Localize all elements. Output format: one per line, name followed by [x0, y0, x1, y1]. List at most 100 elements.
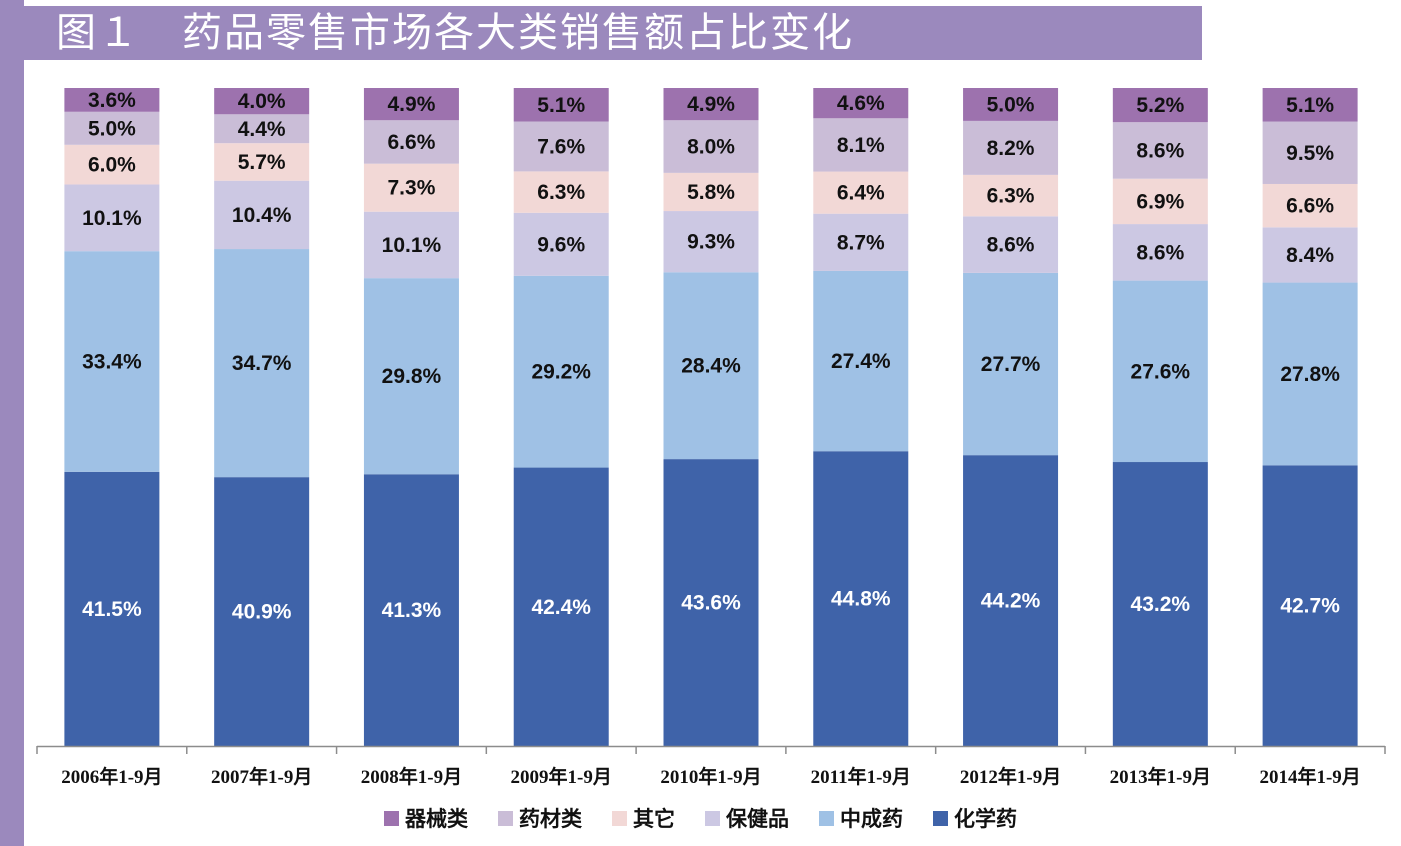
legend-item-其它: 其它	[612, 803, 675, 833]
chart-title: 图１ 药品零售市场各大类销售额占比变化	[56, 10, 854, 56]
data-label-器械类-3: 4.9%	[388, 93, 436, 116]
data-label-其它-6: 6.4%	[837, 182, 885, 205]
bar-segment-保健品-8	[1112, 224, 1208, 281]
data-label-其它-1: 6.0%	[88, 154, 136, 177]
bar-segment-器械类-2	[214, 88, 310, 115]
bar-segment-化学药-1	[64, 471, 160, 746]
data-label-其它-9: 6.6%	[1286, 195, 1334, 218]
bar-segment-保健品-7	[963, 216, 1059, 273]
data-label-器械类-5: 4.9%	[687, 93, 735, 116]
bar-segment-中成药-6	[813, 270, 909, 452]
data-label-化学药-3: 41.3%	[382, 599, 442, 622]
data-label-器械类-7: 5.0%	[987, 93, 1035, 116]
data-label-保健品-9: 8.4%	[1286, 244, 1334, 267]
x-tick-label-2: 2007年1-9月	[211, 765, 312, 788]
bar-segment-化学药-5	[663, 459, 759, 746]
bar-segment-其它-7	[963, 174, 1059, 217]
bar-segment-其它-3	[363, 163, 459, 212]
bar-segment-中成药-9	[1262, 282, 1358, 466]
bar-segment-保健品-5	[663, 211, 759, 273]
bar-segment-保健品-1	[64, 184, 160, 252]
x-axis: 2006年1-9月 2007年1-9月 2008年1-9月 2009年1-9月 2010…	[36, 745, 1386, 788]
bar-segment-保健品-6	[813, 213, 909, 271]
bar-segment-中成药-8	[1112, 280, 1208, 463]
data-label-中成药-3: 29.8%	[382, 365, 442, 388]
bar-segment-药材类-9	[1262, 121, 1358, 184]
bar-segment-保健品-3	[363, 211, 459, 279]
bar-segment-中成药-7	[963, 272, 1059, 456]
bar-segment-器械类-3	[363, 88, 459, 121]
bar-segment-药材类-2	[214, 114, 310, 144]
data-label-其它-4: 6.3%	[537, 181, 585, 204]
data-label-其它-3: 7.3%	[388, 177, 436, 200]
data-label-保健品-3: 10.1%	[382, 234, 442, 257]
bar-segment-化学药-9	[1262, 465, 1358, 746]
legend-label-器械类: 器械类	[405, 807, 468, 831]
data-label-中成药-9: 27.8%	[1280, 363, 1340, 386]
bar-segment-药材类-5	[663, 120, 759, 173]
data-label-化学药-4: 42.4%	[531, 596, 591, 619]
data-label-化学药-2: 40.9%	[232, 601, 292, 624]
data-label-中成药-4: 29.2%	[531, 361, 591, 384]
data-label-器械类-8: 5.2%	[1136, 94, 1184, 117]
legend-label-药材类: 药材类	[519, 807, 582, 831]
legend-item-药材类: 药材类	[498, 803, 582, 833]
data-label-中成药-6: 27.4%	[831, 350, 891, 373]
bar-segment-其它-9	[1262, 183, 1358, 228]
data-label-化学药-1: 41.5%	[82, 598, 142, 621]
data-label-中成药-5: 28.4%	[681, 355, 741, 378]
bar-segment-药材类-7	[963, 120, 1059, 175]
data-label-保健品-6: 8.7%	[837, 231, 885, 254]
bar-segment-其它-8	[1112, 178, 1208, 225]
bar-segment-其它-4	[513, 171, 609, 213]
data-label-药材类-6: 8.1%	[837, 134, 885, 157]
legend-swatch-中成药	[819, 810, 834, 826]
data-label-器械类-6: 4.6%	[837, 92, 885, 115]
bar-segment-器械类-8	[1112, 88, 1208, 123]
legend: 器械类 药材类 其它 保健品 中成药 化学药	[0, 802, 1401, 834]
data-label-器械类-9: 5.1%	[1286, 94, 1334, 117]
bar-segment-其它-6	[813, 171, 909, 214]
data-labels-layer: 41.5% 33.4% 10.1% 6.0% 5.0% 3.6% 40.9% 34.7% 10.…	[82, 89, 1340, 624]
title-banner: 图１ 药品零售市场各大类销售额占比变化	[24, 6, 1202, 60]
data-label-中成药-2: 34.7%	[232, 352, 292, 375]
legend-label-化学药: 化学药	[954, 807, 1017, 831]
data-label-化学药-9: 42.7%	[1280, 595, 1340, 618]
bar-segment-中成药-3	[363, 278, 459, 475]
data-label-化学药-6: 44.8%	[831, 588, 891, 611]
legend-swatch-器械类	[384, 810, 399, 826]
legend-item-化学药: 化学药	[933, 803, 1017, 833]
bars-layer	[64, 88, 1358, 746]
data-label-药材类-2: 4.4%	[238, 118, 286, 141]
legend-swatch-其它	[612, 810, 627, 826]
legend-label-中成药: 中成药	[840, 807, 903, 831]
data-label-药材类-8: 8.6%	[1136, 139, 1184, 162]
legend-item-保健品: 保健品	[705, 803, 789, 833]
x-tick-label-3: 2008年1-9月	[361, 765, 462, 788]
data-label-其它-7: 6.3%	[987, 185, 1035, 208]
data-label-药材类-7: 8.2%	[987, 137, 1035, 160]
bar-segment-化学药-3	[363, 474, 459, 746]
legend-swatch-药材类	[498, 810, 513, 826]
bar-segment-中成药-4	[513, 275, 609, 468]
bar-segment-药材类-4	[513, 121, 609, 172]
x-tick-label-4: 2009年1-9月	[511, 765, 612, 788]
bar-segment-化学药-2	[214, 477, 310, 746]
data-label-化学药-5: 43.6%	[681, 592, 741, 615]
data-label-保健品-1: 10.1%	[82, 207, 142, 230]
legend-swatch-保健品	[705, 810, 720, 826]
bar-segment-器械类-1	[64, 88, 160, 112]
data-label-中成药-1: 33.4%	[82, 351, 142, 374]
data-label-保健品-7: 8.6%	[987, 234, 1035, 257]
data-label-器械类-4: 5.1%	[537, 94, 585, 117]
bar-segment-保健品-9	[1262, 227, 1358, 283]
bar-segment-中成药-5	[663, 272, 759, 460]
bar-segment-中成药-1	[64, 251, 160, 472]
bar-segment-保健品-4	[513, 212, 609, 276]
bar-segment-器械类-5	[663, 88, 759, 121]
data-label-保健品-4: 9.6%	[537, 233, 585, 256]
data-label-药材类-3: 6.6%	[388, 131, 436, 154]
data-label-保健品-5: 9.3%	[687, 231, 735, 254]
bar-segment-其它-5	[663, 172, 759, 212]
data-label-中成药-7: 27.7%	[981, 353, 1041, 376]
